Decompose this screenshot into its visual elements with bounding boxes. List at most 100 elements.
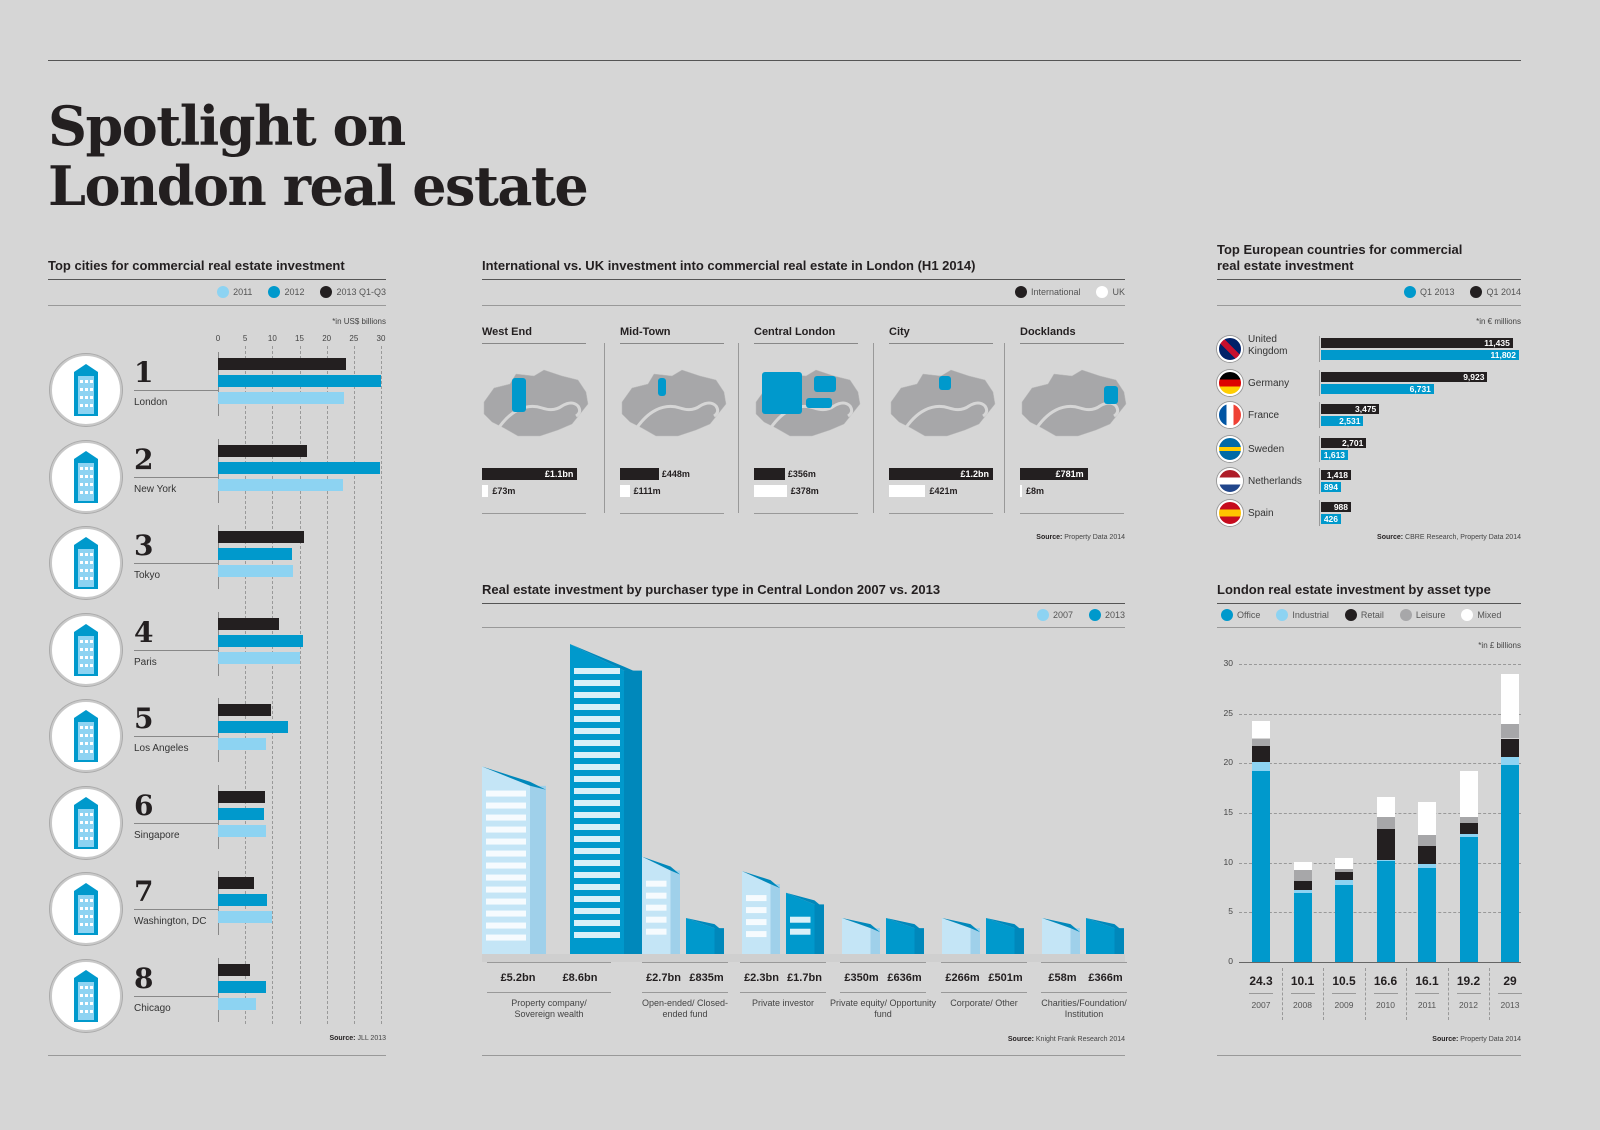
legend-dot [1276,609,1289,621]
building-front [482,766,530,954]
window-row [486,850,526,857]
legend-label: 2013 [1104,610,1125,620]
stack-segment-retail [1293,880,1312,891]
city-rank: 7 [134,875,154,908]
window-row [574,716,620,722]
stack-segment-leisure [1376,816,1395,829]
divider [1249,993,1273,994]
divider [1217,603,1521,604]
capitol-icon [50,873,122,945]
y-tick-label: 10 [1223,856,1233,867]
building-2013 [686,918,724,954]
total-value: 29 [1503,974,1517,988]
bar-q1-2013: 6,731 [1321,384,1434,394]
divider [482,627,1125,628]
divider [642,992,728,993]
window-row [646,880,667,887]
building-side [914,928,924,954]
window-row [486,802,526,809]
value-2007: £2.7bn [646,972,681,984]
willis-tower-icon [50,959,122,1032]
flag-germany-icon [1217,370,1243,396]
building-side [714,928,724,954]
gridline [272,346,274,1024]
europe-section: Top European countries for commercial re… [1217,242,1521,552]
building-side [530,785,546,954]
axis-line [1319,336,1320,362]
stack-segment-mixed [1376,797,1395,817]
divider [1373,993,1398,994]
city-bar-2013-q1-q3 [218,963,251,976]
country-name: Spain [1248,508,1274,519]
highlighted-borough [658,378,666,396]
legend-uk: UK [1096,286,1125,298]
london-map-icon [621,369,727,437]
uk-bar [482,485,489,497]
asset-unit-note: *in £ billions [1478,641,1521,650]
city-bar-2012 [218,375,381,387]
source-label: Source: [329,1035,356,1042]
building-side [624,670,642,954]
country-name: Germany [1248,378,1290,389]
purchaser-type-label: Private investor [751,998,815,1008]
building-side [1070,928,1080,954]
value-2007: £350m [844,972,879,984]
divider [1020,343,1124,344]
window-row [574,740,620,746]
city-divider [134,649,218,651]
asset-source: Source: Property Data 2014 [1432,1036,1521,1043]
legend-office: Office [1221,609,1260,621]
river-thames [1032,401,1120,433]
window-row [486,910,526,917]
building-roof [570,644,642,675]
city-divider [134,909,218,910]
legend-2013: 2013 Q1-Q3 [320,286,386,298]
cities-unit-note: *in US$ billions [332,317,386,326]
europe-legend: Q1 2013 Q1 2014 [1394,286,1521,298]
building-2007 [642,856,680,954]
gridline [1239,763,1521,765]
city-divider [134,995,218,997]
international-bar [1020,468,1088,480]
bar-q1-2014: 2,701 [1321,438,1367,448]
window-row [574,728,620,734]
legend-dot [1399,609,1412,621]
international-value: £1.1bn [544,469,574,479]
highlighted-borough [814,376,836,392]
window-row [574,920,620,926]
window-row [574,884,620,890]
country-name: Netherlands [1248,476,1302,487]
divider [1217,305,1521,306]
divider [1290,993,1315,994]
europe-unit-note: *in € millions [1476,317,1521,326]
stack-segment-mixed [1459,771,1478,817]
x-tick-label: 10 [267,334,277,343]
city-rank: 4 [134,615,154,649]
purchaser-type-label: Private equity/ Opportunity fund [829,998,937,1019]
window-row [486,838,526,845]
column-divider [738,343,739,513]
divider [482,513,586,514]
uk-value: £421m [929,486,958,496]
window-row [486,934,526,941]
purchaser-group [1042,918,1124,954]
legend-label: Retail [1360,610,1384,620]
divider [754,513,858,514]
column-divider [1489,968,1491,1020]
city-divider [134,563,218,564]
x-tick-label: 25 [349,334,359,343]
divider [1456,993,1481,994]
purchaser-title: Real estate investment by purchaser type… [482,582,941,597]
legend-2007: 2007 [1036,609,1073,621]
stack-segment-leisure [1501,723,1519,739]
x-tick-label: 15 [295,334,304,343]
districts-row: West End £1.1bn £73m Mid-Town £448m £111m Cent… [482,318,1127,518]
window-row [646,916,667,923]
year-label: 2009 [1334,1000,1354,1010]
stack-segment-mixed [1335,857,1353,869]
legend-dot [1344,609,1357,621]
international-legend: International UK [1005,286,1125,298]
divider [1041,992,1127,993]
value-2007: £2.3bn [744,972,779,984]
window-row [486,862,526,869]
